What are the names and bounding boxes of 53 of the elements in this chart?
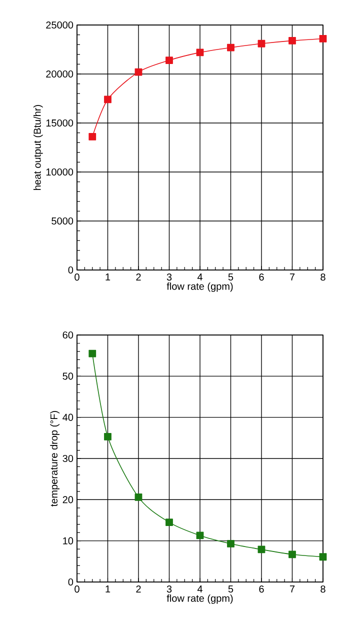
x-tick-label: 4	[197, 586, 202, 592]
x-tick-label: 3	[166, 274, 172, 281]
y-tick-label: 5000	[52, 217, 74, 225]
y-tick-label: 15000	[46, 119, 74, 127]
x-tick-label: 5	[228, 586, 234, 592]
x-tick-label: 7	[290, 274, 295, 280]
point	[166, 518, 173, 526]
point	[88, 350, 96, 358]
x-tick-label: 2	[136, 586, 141, 593]
x-tick-label: 6	[259, 274, 264, 281]
point	[134, 68, 142, 76]
x-tick-label: 7	[290, 586, 295, 592]
x-tick-label: 1	[106, 586, 110, 592]
y-tick-label: 50	[62, 372, 74, 380]
x-tick-label: 2	[136, 274, 141, 281]
x-axis-title: flow rate (gpm)	[166, 282, 233, 292]
point	[288, 550, 296, 558]
x-axis-title: flow rate (gpm)	[166, 594, 233, 604]
y-tick-label: 0	[68, 266, 74, 274]
y-tick-label: 40	[62, 414, 74, 421]
point	[258, 546, 266, 554]
point	[166, 56, 173, 64]
x-tick-label: 0	[74, 586, 80, 593]
point	[258, 40, 266, 48]
x-tick-label: 3	[166, 586, 172, 593]
y-tick-label: 20	[62, 496, 74, 504]
x-tick-label: 6	[259, 586, 264, 593]
point	[319, 35, 327, 42]
x-tick-label: 8	[320, 586, 326, 593]
x-tick-label: 8	[320, 274, 326, 281]
y-axis-title: heat output (Btu/hr)	[33, 105, 43, 190]
point	[227, 540, 234, 548]
x-tick-label: 4	[197, 274, 202, 280]
point	[227, 44, 234, 52]
y-tick-label: 10	[63, 537, 74, 544]
point	[134, 493, 142, 501]
x-tick-label: 1	[106, 274, 110, 280]
y-tick-label: 25000	[46, 21, 74, 29]
x-tick-label: 0	[74, 274, 80, 281]
point	[196, 48, 204, 56]
point	[288, 36, 296, 44]
x-tick-label: 5	[228, 274, 234, 281]
y-tick-label: 20000	[46, 70, 74, 78]
point	[88, 133, 96, 140]
y-tick-label: 0	[68, 578, 74, 586]
point	[104, 96, 112, 104]
point	[196, 532, 204, 540]
y-tick-label: 30	[62, 454, 74, 462]
y-tick-label: 60	[62, 331, 74, 339]
point	[104, 432, 112, 440]
y-axis-title: temperature drop (°F)	[50, 411, 60, 506]
y-tick-label: 10000	[46, 168, 74, 176]
point	[319, 553, 327, 561]
